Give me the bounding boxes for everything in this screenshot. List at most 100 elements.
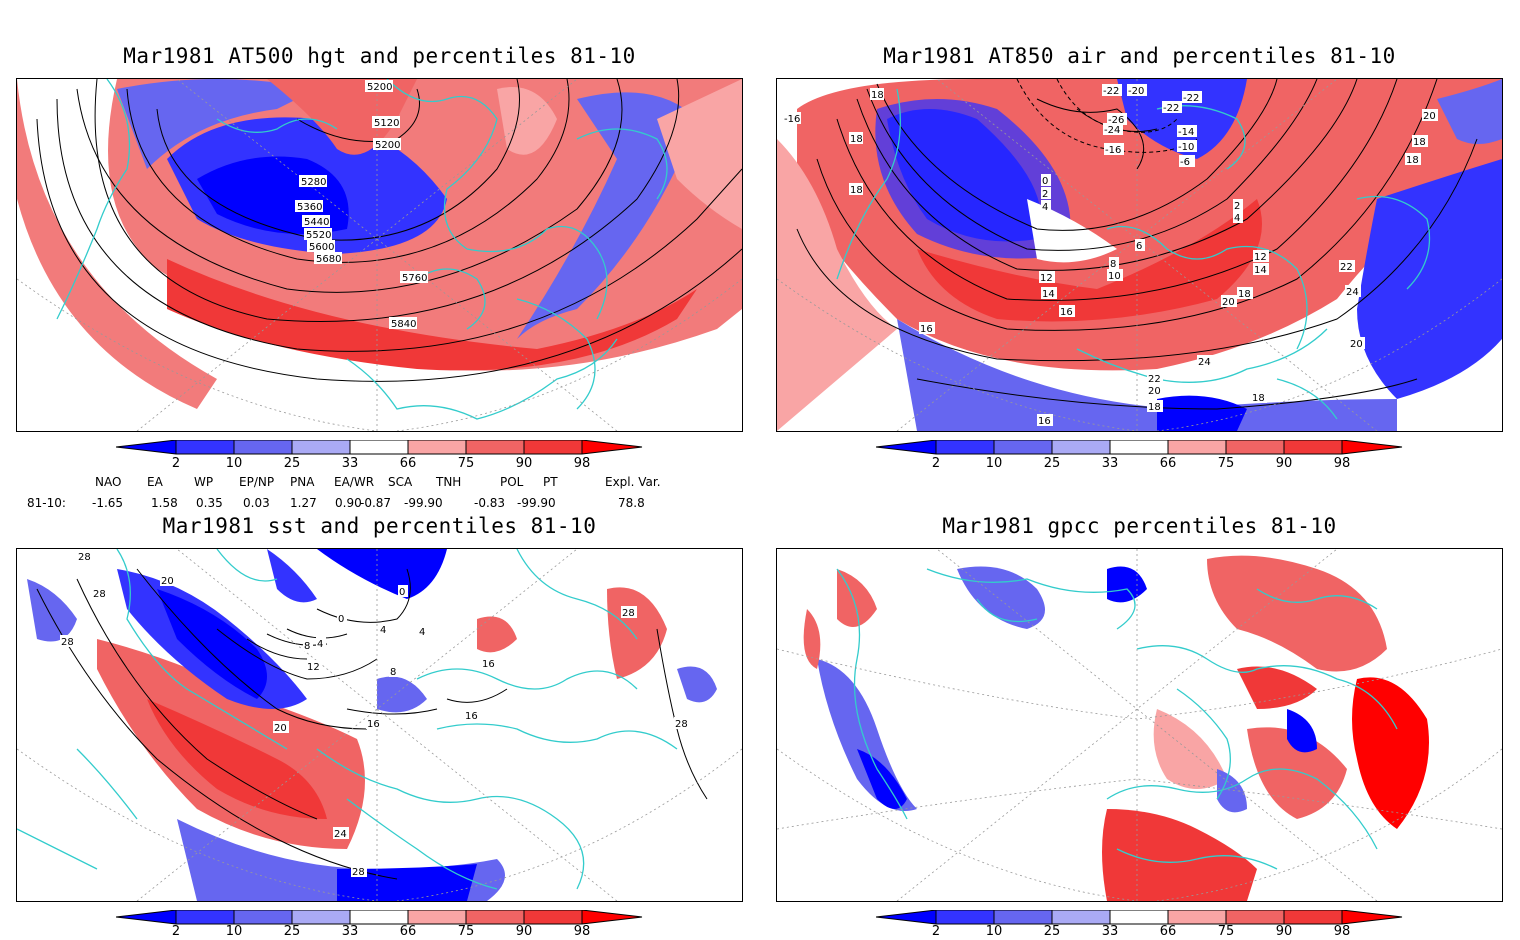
sst-cold-strip	[267, 549, 317, 603]
contour-label: 20	[1148, 386, 1161, 397]
contour-label: 18	[850, 134, 863, 145]
precip-warm-pacific	[803, 609, 821, 669]
colorbar-swatches	[115, 909, 643, 925]
cbar-66-75	[1168, 910, 1226, 924]
sst-cold-core	[157, 589, 267, 699]
precip-warm-mideast	[1247, 727, 1347, 819]
cbar-10-25	[234, 440, 292, 454]
cbar-75-90	[1226, 440, 1284, 454]
contour-label: 10	[1108, 271, 1121, 282]
cbar-33-66	[350, 440, 408, 454]
cbar-75-90	[466, 910, 524, 924]
colorbar-gpcc: 2 10 25 33 66 75 90 98	[875, 909, 1404, 940]
contour-label: -16	[784, 114, 800, 125]
cbar-2-10	[176, 440, 234, 454]
cbar-label: 25	[283, 924, 301, 939]
cbar-label: 25	[1043, 456, 1061, 471]
precip-red-turkey	[1237, 666, 1317, 709]
contour-label: 5360	[297, 202, 322, 213]
contour-label: 24	[1346, 287, 1359, 298]
cbar-33-66	[1110, 910, 1168, 924]
index-value-wp: 0.35	[196, 496, 223, 510]
map-panel-gpcc	[776, 548, 1503, 902]
contour-label: 12	[1040, 273, 1053, 284]
contour-label: -24	[1104, 125, 1120, 136]
contour-label: 5440	[304, 217, 329, 228]
contour-label: 16	[465, 711, 478, 722]
cbar-label: 90	[1275, 924, 1293, 939]
precip-red-east	[1352, 677, 1429, 829]
cbar-label: 98	[573, 924, 591, 939]
cbar-label: 66	[399, 456, 417, 471]
index-value-epnp: 0.03	[243, 496, 270, 510]
cbar-label: 66	[399, 924, 417, 939]
anomaly-pink-ne	[657, 79, 742, 229]
cbar-90-98	[1284, 910, 1342, 924]
cbar-gt98	[1342, 910, 1402, 924]
anomaly-cold-south-core	[1157, 395, 1247, 431]
anomaly-cold-east	[1357, 159, 1502, 399]
contour-label: 16	[920, 324, 933, 335]
cbar-label: 90	[1275, 456, 1293, 471]
contour-label: 2	[1042, 189, 1048, 200]
cbar-2-10	[936, 910, 994, 924]
cbar-2-10	[936, 440, 994, 454]
index-value-explvar: 78.8	[618, 496, 645, 510]
cbar-33-66	[1110, 440, 1168, 454]
sst-cold-south-core	[337, 864, 477, 901]
anomaly-cold-ne	[1437, 79, 1502, 144]
contour-label: 5760	[402, 273, 427, 284]
cbar-label: 2	[931, 456, 941, 471]
contour-label: 5120	[374, 118, 399, 129]
cbar-label: 10	[225, 456, 243, 471]
cbar-90-98	[1284, 440, 1342, 454]
contour-label: 20	[161, 576, 174, 587]
contour-label: 14	[1254, 265, 1267, 276]
index-value-ea: 1.58	[151, 496, 178, 510]
contour-label: 5280	[301, 177, 326, 188]
cbar-label: 66	[1159, 924, 1177, 939]
contour-label: 4	[1042, 202, 1048, 213]
colorbar-swatches	[875, 909, 1403, 925]
contour-label: 22	[1148, 374, 1161, 385]
contour-label: 18	[1406, 155, 1419, 166]
cbar-10-25	[234, 910, 292, 924]
cbar-90-98	[524, 910, 582, 924]
index-value-nao: -1.65	[92, 496, 124, 510]
anomaly-red-core	[917, 199, 1262, 322]
index-value-sca: -0.87	[360, 496, 392, 510]
hgt-contour-labels: 5200 5120 5200 5280 5360 5440 5520 5600 …	[295, 80, 428, 330]
contour-label: 24	[334, 829, 347, 840]
contour-label: 14	[1042, 289, 1055, 300]
index-header-eawr: EA/WR	[334, 475, 375, 489]
cbar-label: 2	[171, 456, 181, 471]
index-header-pol: POL	[500, 475, 524, 489]
index-header-epnp: EP/NP	[239, 475, 275, 489]
contour-label: 12	[307, 662, 320, 673]
map-hgt500: 5200 5120 5200 5280 5360 5440 5520 5600 …	[17, 79, 742, 431]
contour-label: 5200	[375, 140, 400, 151]
sst-cold-nw	[27, 579, 77, 642]
panel-2-title: Mar1981 AT850 air and percentiles 81-10	[883, 44, 1396, 68]
cbar-90-98	[524, 440, 582, 454]
contour-label: 20	[1350, 339, 1363, 350]
contour-label: 0	[399, 587, 405, 598]
precip-mixed-sahara	[1153, 709, 1227, 789]
air-contour-labels: -16 18 18 18 -22 -20 -26 -24 -22 -22 -16…	[783, 84, 1438, 427]
contour-label: 0	[1042, 176, 1048, 187]
index-value-pol: -0.83	[474, 496, 506, 510]
cbar-label: 98	[573, 456, 591, 471]
cbar-label: 66	[1159, 456, 1177, 471]
cbar-label: 2	[931, 924, 941, 939]
cbar-label: 75	[457, 924, 475, 939]
contour-label: 20	[1222, 297, 1235, 308]
contour-label: 24	[1198, 357, 1211, 368]
cbar-gt98	[1342, 440, 1402, 454]
map-panel-sst: 28 28 28 20 0 0 4 8 4 12 16 20 16 8 4 16…	[16, 548, 743, 902]
contour-label: 16	[367, 719, 380, 730]
cbar-label: 75	[457, 456, 475, 471]
sst-cold-ne	[677, 666, 717, 703]
cbar-label: 10	[985, 924, 1003, 939]
contour-label: 5200	[367, 82, 392, 93]
precip-cold-nam-sw	[857, 749, 907, 809]
